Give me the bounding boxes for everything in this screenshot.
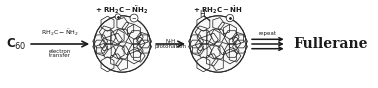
- Text: $\mathbf{+\ RH_2C-\dot{N}H}$: $\mathbf{+\ RH_2C-\dot{N}H}$: [193, 4, 243, 16]
- Text: repeat: repeat: [259, 31, 277, 36]
- Text: $\mathrm{RH_2C-\ddot{N}H_2}$: $\mathrm{RH_2C-\ddot{N}H_2}$: [41, 28, 79, 38]
- Text: transfer: transfer: [49, 53, 71, 58]
- Circle shape: [226, 14, 234, 22]
- Circle shape: [190, 16, 246, 72]
- Text: electron: electron: [49, 49, 71, 54]
- Text: Fullerane: Fullerane: [293, 37, 368, 51]
- Circle shape: [130, 14, 138, 22]
- Circle shape: [115, 14, 121, 19]
- Text: H: H: [200, 10, 205, 19]
- Text: N-H: N-H: [166, 39, 176, 44]
- Text: protonation: protonation: [155, 44, 187, 49]
- Text: −: −: [132, 16, 136, 21]
- Circle shape: [94, 16, 150, 72]
- Text: $\mathbf{+\ RH_2C-\ddot{N}H_2}$: $\mathbf{+\ RH_2C-\ddot{N}H_2}$: [95, 4, 149, 16]
- Text: $\mathbf{C}_{60}$: $\mathbf{C}_{60}$: [6, 36, 26, 52]
